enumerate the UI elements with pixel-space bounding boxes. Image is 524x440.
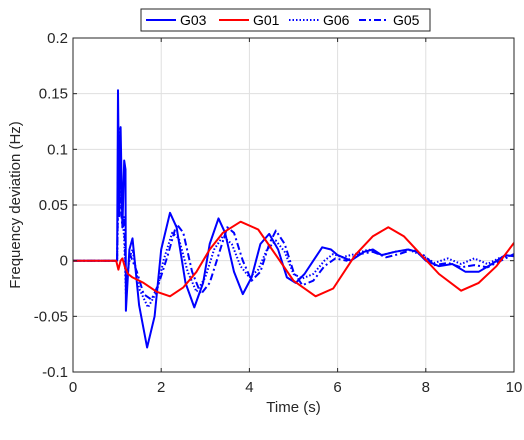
legend: G03 G01 G06 G05 (140, 8, 431, 32)
axis-ticks: 0 2 4 6 8 10 -0.1 -0.05 0 0.05 0.1 0.15 0.2 (34, 30, 523, 396)
y-tick-label-6: 0.2 (47, 30, 68, 47)
legend-label-g06: G06 (323, 12, 350, 28)
legend-label-g03: G03 (180, 12, 207, 28)
y-tick-label-3: 0.05 (39, 197, 68, 214)
series-line-g01 (73, 220, 514, 298)
x-tick-label-5: 10 (506, 379, 523, 396)
x-tick-label-2: 4 (245, 379, 253, 396)
series-layer (73, 89, 514, 349)
x-tick-label-0: 0 (69, 379, 77, 396)
x-axis-label: Time (s) (266, 399, 320, 416)
x-tick-label-1: 2 (157, 379, 165, 396)
x-tick-label-3: 6 (333, 379, 341, 396)
y-tick-label-1: -0.05 (34, 308, 68, 325)
y-tick-label-2: 0 (60, 253, 68, 270)
legend-label-g01: G01 (253, 12, 280, 28)
series-line-g03 (73, 89, 514, 349)
legend-label-g05: G05 (393, 12, 420, 28)
y-axis-label: Frequency deviation (Hz) (7, 121, 24, 289)
y-tick-label-0: -0.1 (42, 364, 68, 381)
y-tick-label-5: 0.15 (39, 86, 68, 103)
legend-box (140, 8, 431, 32)
y-tick-label-4: 0.1 (47, 141, 68, 158)
x-tick-label-4: 8 (422, 379, 430, 396)
